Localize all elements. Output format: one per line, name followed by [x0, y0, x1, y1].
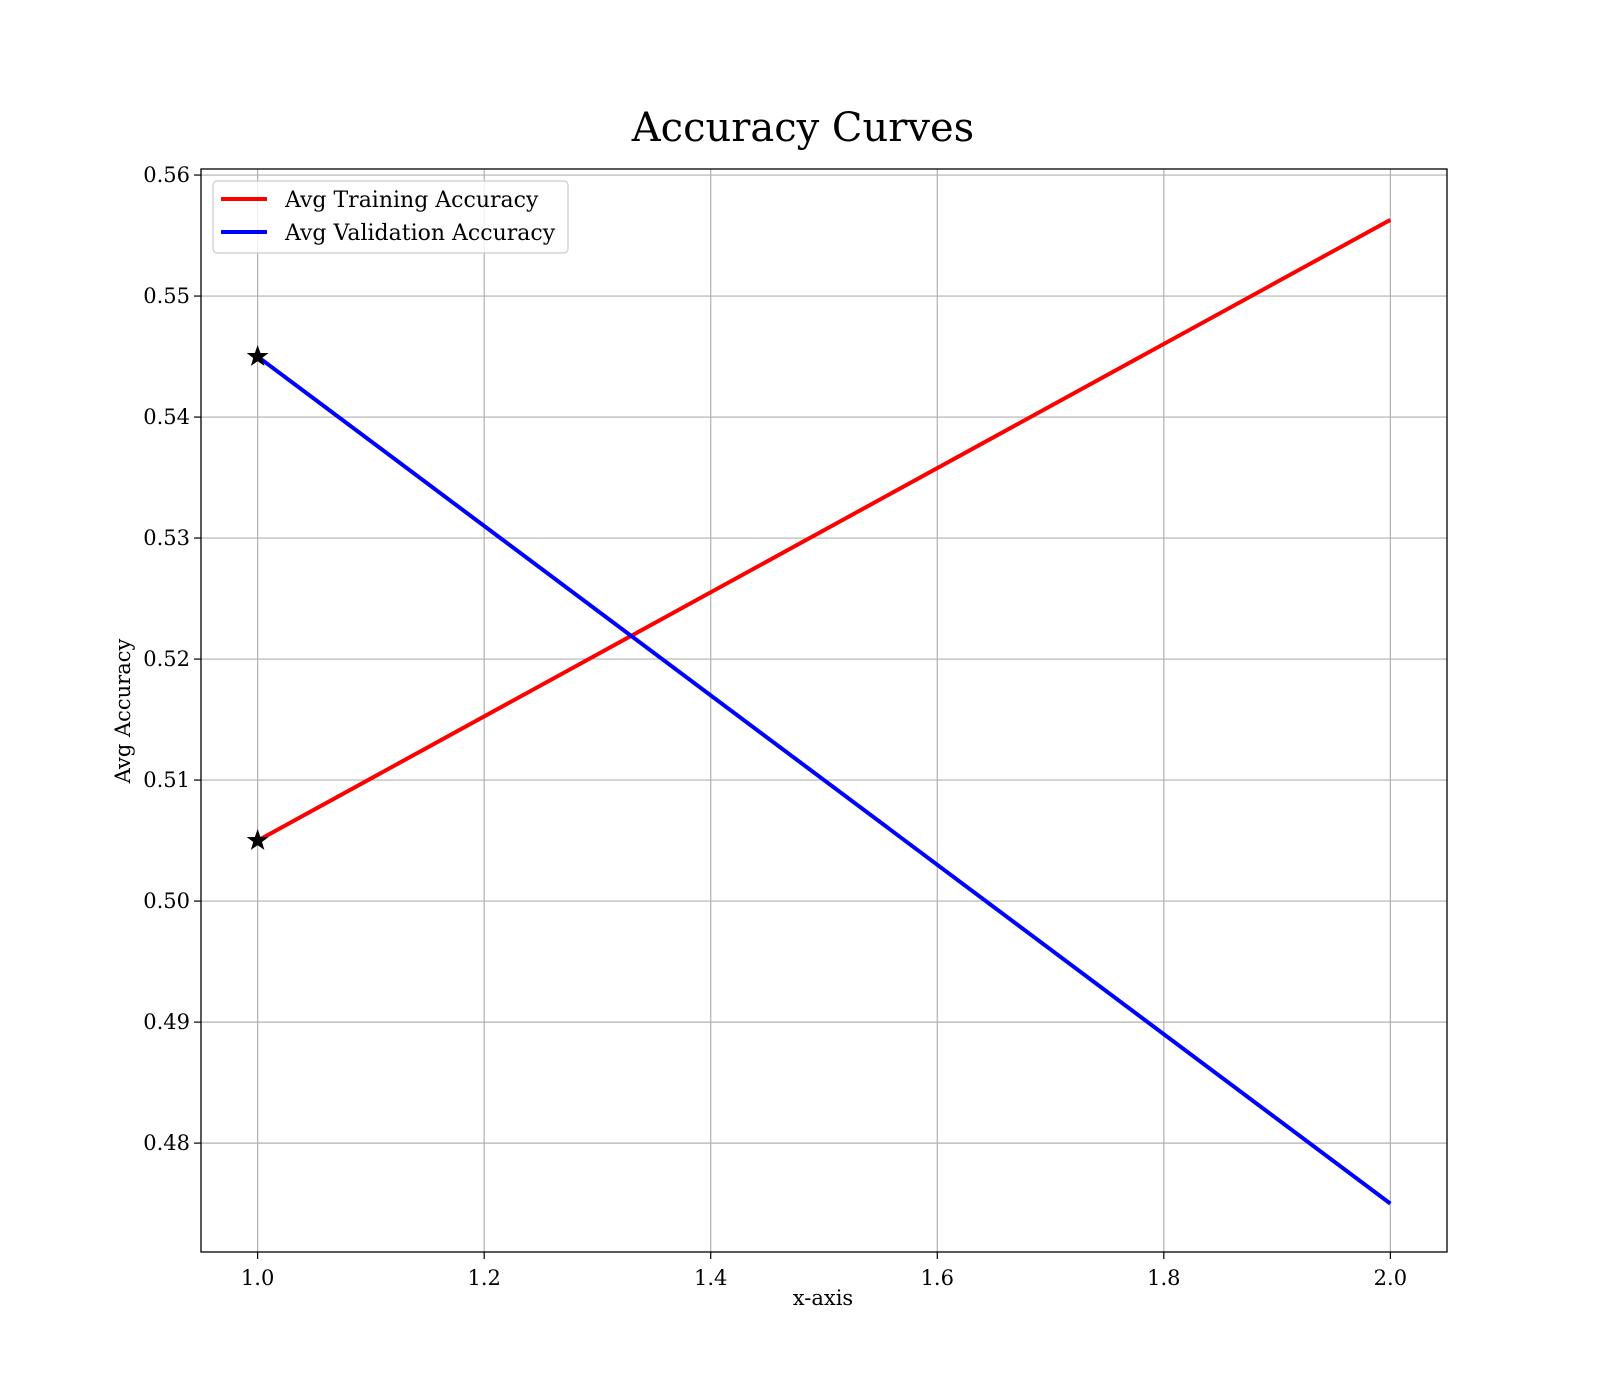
legend: Avg Training Accuracy Avg Validation Accu… [212, 180, 569, 254]
y-tick-label: 0.53 [143, 526, 190, 550]
legend-box [212, 180, 569, 254]
series-line-training [256, 218, 1392, 843]
x-tick-label: 1.8 [1147, 1266, 1180, 1290]
y-tick-label: 0.48 [143, 1131, 190, 1155]
y-tick-label: 0.55 [143, 284, 190, 308]
best-markers [246, 345, 269, 850]
y-tick-label: 0.56 [143, 163, 190, 187]
x-tick-label: 1.4 [694, 1266, 727, 1290]
y-axis-ticks: 0.48 0.49 0.50 0.51 0.52 0.53 0.54 0.55 0.56 [143, 163, 201, 1155]
plot-series [256, 218, 1392, 1206]
series-line-validation [256, 354, 1392, 1206]
y-axis-label: Avg Accuracy [111, 639, 135, 785]
y-tick-label: 0.49 [143, 1010, 190, 1034]
best-point-star-icon [246, 345, 269, 366]
y-tick-label: 0.50 [143, 889, 190, 913]
x-axis-ticks: 1.0 1.2 1.4 1.6 1.8 2.0 [241, 1252, 1407, 1290]
x-axis-label: x-axis [793, 1286, 853, 1310]
x-tick-label: 1.6 [921, 1266, 954, 1290]
chart-title: Accuracy Curves [631, 105, 974, 151]
grid-lines [201, 169, 1447, 1252]
x-tick-label: 1.2 [467, 1266, 500, 1290]
y-tick-label: 0.51 [143, 768, 190, 792]
best-point-star-icon [246, 829, 269, 850]
y-tick-label: 0.52 [143, 647, 190, 671]
x-tick-label: 1.0 [241, 1266, 274, 1290]
x-tick-label: 2.0 [1374, 1266, 1407, 1290]
legend-label: Avg Validation Accuracy [284, 221, 556, 246]
y-tick-label: 0.54 [143, 405, 190, 429]
legend-label: Avg Training Accuracy [284, 188, 539, 213]
plot-frame [200, 168, 1448, 1253]
